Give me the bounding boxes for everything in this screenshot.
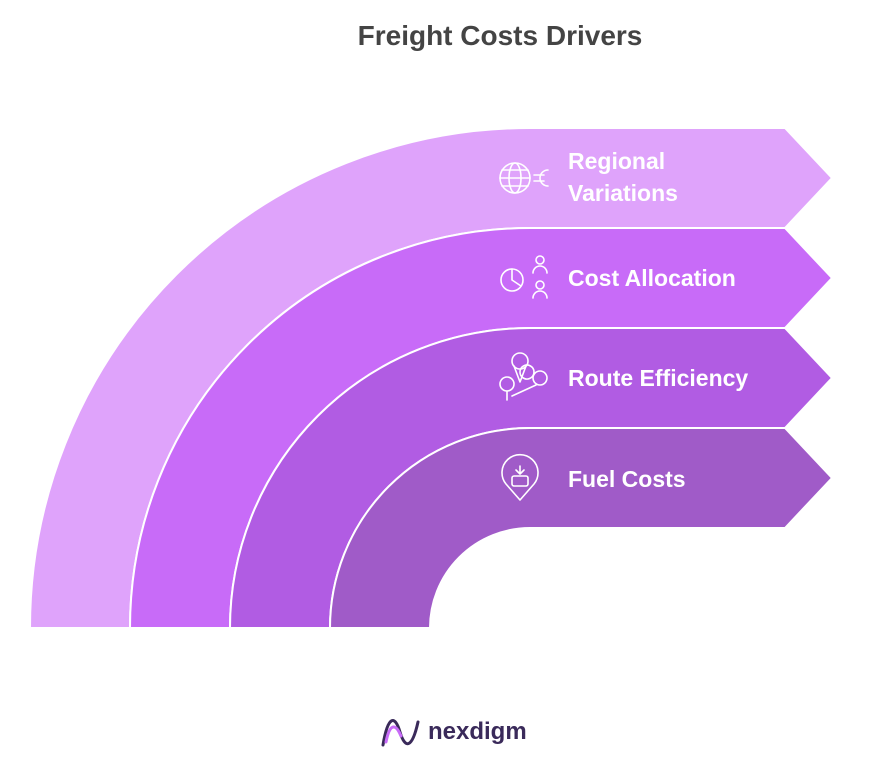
icon-fuel xyxy=(501,453,539,501)
icon-cost-allocation xyxy=(500,255,548,299)
icon-route xyxy=(499,352,548,401)
item-label: Cost Allocation xyxy=(568,265,736,291)
band-fuel xyxy=(328,427,834,629)
logo-text: nexdigm xyxy=(428,718,527,745)
item-label: Regional Variations xyxy=(568,148,678,206)
logo-mark xyxy=(381,719,420,747)
icon-globe-euro xyxy=(499,162,549,194)
title: Freight Costs Drivers xyxy=(357,20,643,51)
item-label: Fuel Costs xyxy=(568,466,686,492)
item-label: Route Efficiency xyxy=(568,365,749,391)
